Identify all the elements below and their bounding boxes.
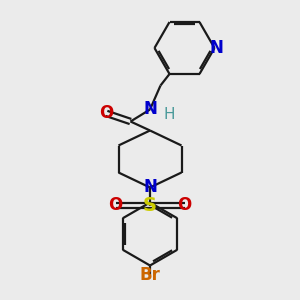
Text: S: S xyxy=(143,196,157,215)
Text: Br: Br xyxy=(140,266,160,284)
Text: N: N xyxy=(143,100,157,118)
Text: O: O xyxy=(108,196,123,214)
Text: O: O xyxy=(177,196,192,214)
Text: N: N xyxy=(209,39,223,57)
Text: O: O xyxy=(99,104,114,122)
Text: N: N xyxy=(143,178,157,196)
Text: H: H xyxy=(164,107,175,122)
